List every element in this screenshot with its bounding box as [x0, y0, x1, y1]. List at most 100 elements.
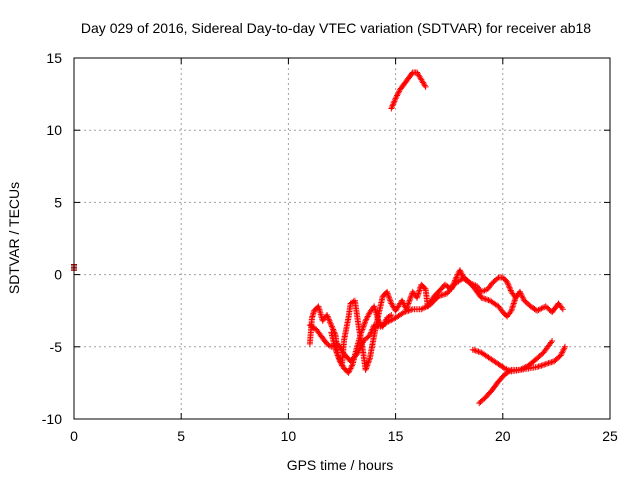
data-point	[394, 91, 401, 98]
plot-frame	[73, 57, 611, 420]
data-point	[384, 288, 391, 295]
data-point	[458, 270, 465, 277]
data-point	[557, 352, 564, 359]
data-point	[362, 319, 369, 326]
data-point	[385, 293, 392, 300]
data-point	[549, 338, 556, 345]
data-point	[559, 348, 566, 355]
data-point	[361, 320, 368, 327]
data-point	[406, 297, 413, 304]
data-point	[328, 323, 335, 330]
data-point	[404, 301, 411, 308]
data-point	[367, 330, 374, 337]
data-point	[507, 367, 514, 374]
data-point	[558, 304, 565, 311]
data-point	[558, 351, 565, 358]
data-points	[71, 69, 568, 407]
x-tick-label: 25	[602, 428, 618, 444]
data-point	[419, 305, 426, 312]
data-point	[326, 317, 333, 324]
data-point	[333, 348, 340, 355]
data-point	[390, 99, 397, 106]
x-tick-label: 0	[70, 428, 78, 444]
data-point	[364, 313, 371, 320]
data-point	[561, 345, 568, 352]
data-point	[548, 339, 555, 346]
data-point	[364, 361, 371, 368]
grid-lines	[74, 58, 610, 419]
data-point	[505, 281, 512, 288]
data-point	[516, 288, 523, 295]
data-point	[363, 365, 370, 372]
data-point	[325, 314, 332, 321]
data-point	[368, 327, 375, 334]
data-point	[399, 310, 406, 317]
data-point	[384, 290, 391, 297]
x-tick-label: 5	[177, 428, 185, 444]
x-tick-label: 20	[495, 428, 511, 444]
data-point	[506, 284, 513, 291]
data-point	[561, 343, 568, 350]
data-point	[334, 351, 341, 358]
data-point	[349, 362, 356, 369]
data-point	[332, 346, 339, 353]
data-point	[348, 364, 355, 371]
data-point	[364, 314, 371, 321]
data-point	[366, 332, 373, 339]
data-point	[333, 349, 340, 356]
y-tick-label: 15	[46, 50, 62, 66]
data-point	[395, 89, 402, 96]
data-point	[382, 317, 389, 324]
data-point	[421, 284, 428, 291]
data-point	[345, 369, 352, 376]
data-point	[538, 305, 545, 312]
data-point	[359, 326, 366, 333]
data-point	[381, 320, 388, 327]
y-tick-label: 0	[54, 267, 62, 283]
data-point	[559, 349, 566, 356]
data-point	[362, 317, 369, 324]
data-point	[494, 275, 501, 282]
data-point	[507, 286, 514, 293]
y-tick-label: 5	[54, 194, 62, 210]
data-point	[405, 300, 412, 307]
data-point	[362, 366, 369, 373]
data-point	[421, 82, 428, 89]
data-point	[387, 297, 394, 304]
data-point	[323, 312, 330, 319]
data-point	[360, 323, 367, 330]
data-point	[336, 356, 343, 363]
data-point	[393, 93, 400, 100]
data-point	[363, 364, 370, 371]
x-tick-label: 15	[388, 428, 404, 444]
data-point	[407, 294, 414, 301]
data-point	[504, 278, 511, 285]
data-point	[346, 366, 353, 373]
data-point	[335, 355, 342, 362]
data-point	[369, 326, 376, 333]
data-point	[534, 307, 541, 314]
data-point	[335, 353, 342, 360]
x-tick-label: 10	[281, 428, 297, 444]
data-point	[407, 296, 414, 303]
data-point	[328, 322, 335, 329]
data-point	[368, 329, 375, 336]
data-point	[400, 300, 407, 307]
data-point	[536, 306, 543, 313]
data-point	[457, 268, 464, 275]
data-point	[392, 95, 399, 102]
data-point	[386, 296, 393, 303]
data-point	[366, 356, 373, 363]
data-point	[359, 325, 366, 332]
data-point	[390, 101, 397, 108]
data-point	[327, 320, 334, 327]
data-point	[381, 319, 388, 326]
data-point	[389, 316, 396, 323]
data-point	[422, 304, 429, 311]
data-point	[385, 291, 392, 298]
data-point	[363, 316, 370, 323]
data-point	[388, 104, 395, 111]
data-point	[387, 299, 394, 306]
data-point	[334, 352, 341, 359]
data-point	[346, 368, 353, 375]
